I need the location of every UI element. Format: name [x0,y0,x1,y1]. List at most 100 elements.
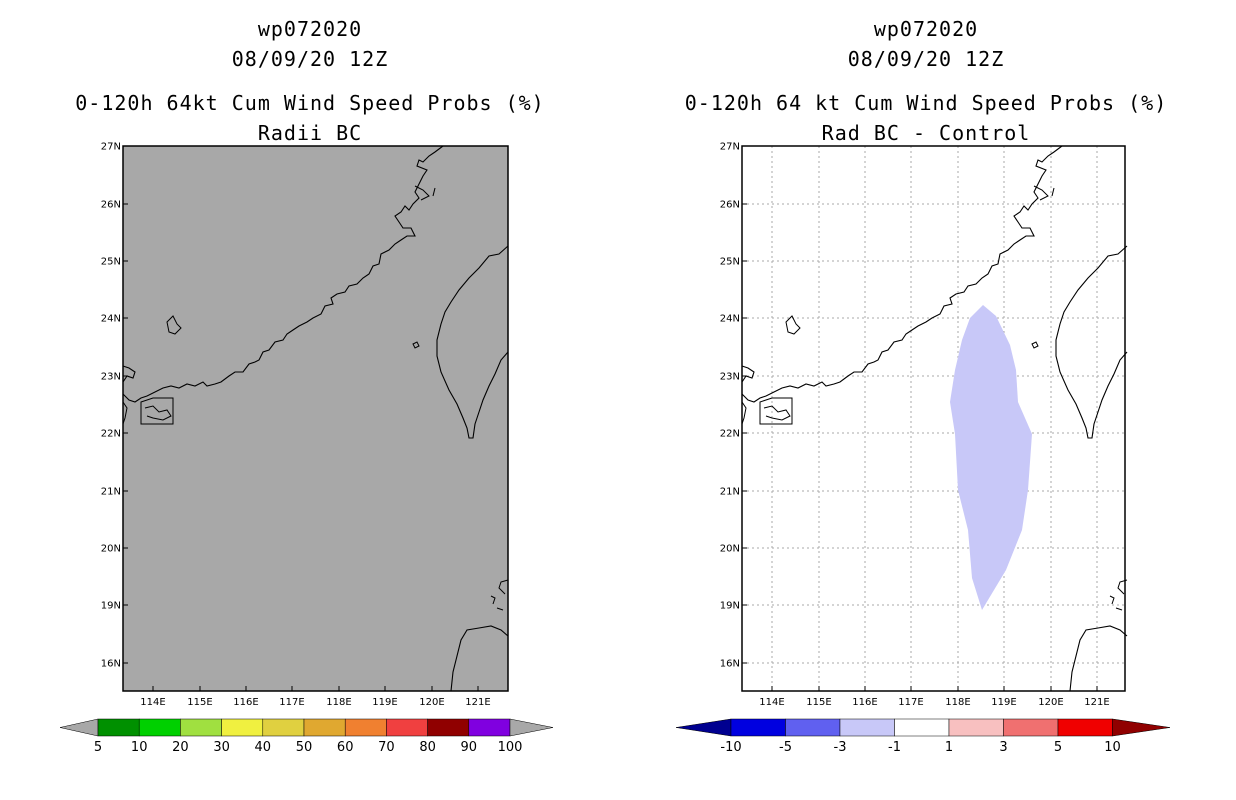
colorbar-swatch [344,718,387,737]
left-storm-id: wp072020 [257,17,363,41]
colorbar-swatch [386,718,428,737]
colorbar-swatch [138,718,181,737]
y-tick-label: 24N [101,314,121,325]
x-tick-label: 114E [759,697,784,708]
x-tick-label: 115E [806,697,831,708]
colorbar-label: 10 [1104,740,1121,755]
y-tick-label: 20N [101,544,121,555]
y-tick-label: 23N [720,372,740,383]
left-map: 114E 115E 116E 117E 118E 119E 120E 121E 27N26N2… [101,142,509,708]
right-colorbar: -10 -5 -3 -1 1 3 5 10 [675,718,1171,755]
colorbar-label: -3 [834,740,847,755]
colorbar-label: 70 [378,740,395,755]
colorbar-swatch [468,718,511,737]
left-y-axis: 27N 26N 25N 24N 23N 22N 21N 20N 19N 16N [101,142,128,670]
x-tick-label: 115E [187,697,212,708]
x-tick-label: 117E [279,697,304,708]
right-map-background [742,146,1125,691]
colorbar-swatch [948,718,1004,737]
colorbar-swatch [427,718,470,737]
y-tick-label: 24N [720,314,740,325]
right-map-frame [741,145,1126,692]
y-tick-label: 19N [720,601,740,612]
y-tick-label: 27N [101,142,121,153]
right-datetime: 08/09/20 12Z [847,47,1005,71]
y-tick-label: 16N [101,659,121,670]
colorbar-swatch [730,718,786,737]
right-map: 114E 115E 116E 117E 118E 119E 120E 121E 27N26N2… [720,142,1128,708]
left-title-line2: Radii BC [257,121,363,145]
colorbar-swatch [1057,718,1113,737]
y-tick-label: 22N [101,429,121,440]
colorbar-label: -1 [888,740,901,755]
colorbar-swatch [221,718,264,737]
x-tick-label: 116E [233,697,258,708]
colorbar-swatch [180,718,222,737]
colorbar-label: -5 [779,740,792,755]
y-tick-label: 26N [101,200,121,211]
y-tick-label: 26N [720,200,740,211]
colorbar-high-arrow [1112,718,1171,737]
colorbar-label: 1 [945,740,953,755]
colorbar-label: 10 [131,740,148,755]
colorbar-label: 20 [172,740,189,755]
colorbar-low-arrow [675,718,732,737]
x-tick-label: 120E [419,697,444,708]
y-tick-label: 19N [101,601,121,612]
colorbar-label: 5 [94,740,102,755]
left-colorbar: 5 10 20 30 40 50 60 70 80 90 100 [59,718,554,755]
y-tick-label: 23N [101,372,121,383]
colorbar-label: -10 [720,740,741,755]
x-tick-label: 120E [1038,697,1063,708]
colorbar-high-arrow [509,718,554,737]
colorbar-swatch [785,718,841,737]
colorbar-swatch [303,718,346,737]
right-storm-id: wp072020 [873,17,979,41]
y-tick-label: 25N [101,257,121,268]
left-map-frame [122,145,509,692]
colorbar-low-arrow [59,718,99,737]
y-tick-label: 27N [720,142,740,153]
y-tick-label: 21N [101,487,121,498]
colorbar-label: 60 [337,740,354,755]
colorbar-label: 3 [999,740,1007,755]
right-x-axis: 114E 115E 116E 117E 118E 119E 120E 121E [759,686,1110,708]
right-probability-difference-region [950,305,1032,610]
x-tick-label: 119E [372,697,397,708]
colorbar-label: 100 [498,740,523,755]
x-tick-label: 116E [852,697,877,708]
x-tick-label: 118E [945,697,970,708]
x-tick-label: 119E [991,697,1016,708]
colorbar-swatch [262,718,305,737]
right-title-line2: Rad BC - Control [821,121,1031,145]
colorbar-swatch [97,718,140,737]
left-datetime: 08/09/20 12Z [231,47,389,71]
right-title-line1: 0-120h 64 kt Cum Wind Speed Probs (%) [684,91,1168,115]
left-x-axis: 114E 115E 116E 117E 118E 119E 120E 121E [140,686,491,708]
y-tick-label: 22N [720,429,740,440]
colorbar-label: 5 [1054,740,1062,755]
left-title-line1: 0-120h 64kt Cum Wind Speed Probs (%) [75,91,545,115]
right-title: wp072020 08/09/20 12Z 0-120h 64 kt Cum W… [676,14,1176,148]
colorbar-swatch [839,718,895,737]
colorbar-label: 50 [296,740,313,755]
colorbar-swatch [894,718,950,737]
left-probability-fill [123,146,508,691]
x-tick-label: 114E [140,697,165,708]
y-tick-label: 16N [720,659,740,670]
colorbar-label: 30 [213,740,230,755]
y-tick-label: 21N [720,487,740,498]
x-tick-label: 118E [326,697,351,708]
colorbar-swatch [1003,718,1059,737]
colorbar-label: 90 [461,740,478,755]
colorbar-label: 80 [419,740,436,755]
x-tick-label: 117E [898,697,923,708]
right-gridlines [742,146,1125,691]
y-tick-label: 20N [720,544,740,555]
x-tick-label: 121E [465,697,490,708]
y-tick-label: 25N [720,257,740,268]
x-tick-label: 121E [1084,697,1109,708]
colorbar-label: 40 [255,740,272,755]
right-y-axis: 27N 26N 25N 24N 23N 22N 21N 20N 19N 16N [720,142,747,670]
